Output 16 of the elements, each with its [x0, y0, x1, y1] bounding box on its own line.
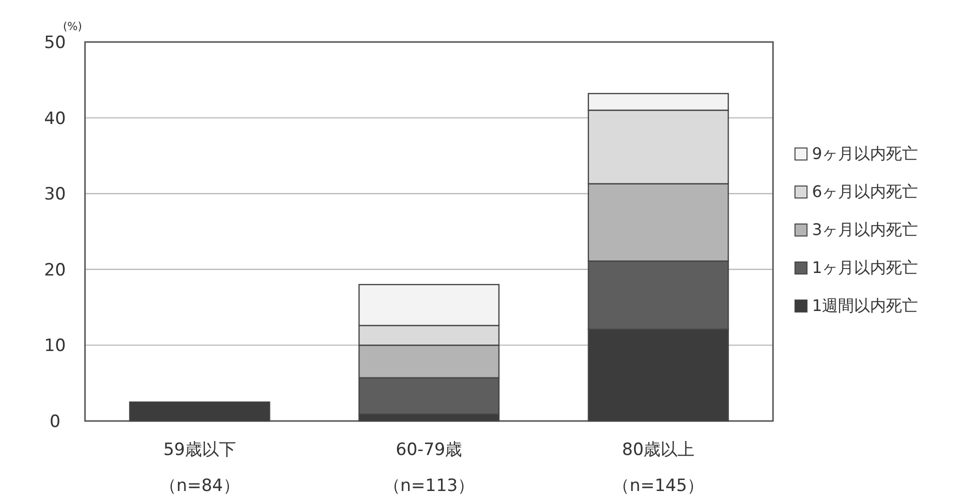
legend-label: 1週間以内死亡 [812, 296, 918, 315]
y-tick-label: 20 [44, 260, 66, 280]
x-tick-label: 59歳以下（n=84） [159, 440, 240, 496]
x-tick-label: 80歳以上（n=145） [612, 440, 704, 496]
legend-label: 9ヶ月以内死亡 [812, 144, 918, 163]
y-tick-label: 10 [44, 336, 66, 356]
y-tick-label: 40 [44, 108, 66, 129]
legend-label: 1ヶ月以内死亡 [812, 258, 918, 277]
y-tick-label: 30 [44, 184, 66, 205]
y-axis-title: (%) [63, 20, 82, 33]
legend-label: 6ヶ月以内死亡 [812, 182, 918, 201]
legend-label: 3ヶ月以内死亡 [812, 220, 918, 239]
x-tick-label: 60-79歳（n=113） [383, 440, 475, 496]
bar [129, 401, 270, 422]
y-tick-label: 50 [44, 33, 66, 53]
y-tick-label: 0 [50, 412, 60, 432]
